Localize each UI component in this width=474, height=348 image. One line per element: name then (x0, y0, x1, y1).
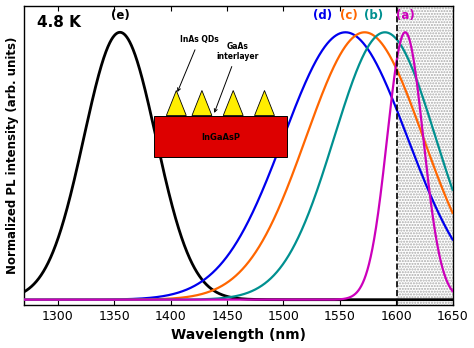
Text: 4.8 K: 4.8 K (37, 15, 81, 30)
Polygon shape (192, 90, 212, 116)
Text: (e): (e) (110, 9, 129, 22)
Text: GaAs
interlayer: GaAs interlayer (214, 42, 259, 112)
Polygon shape (255, 90, 274, 116)
Text: (a): (a) (396, 9, 415, 22)
Text: InAs QDs: InAs QDs (178, 35, 219, 91)
Polygon shape (166, 90, 186, 116)
Polygon shape (223, 90, 243, 116)
Y-axis label: Normalized PL intensity (arb. units): Normalized PL intensity (arb. units) (6, 37, 18, 274)
Text: InGaAsP: InGaAsP (201, 133, 240, 142)
Text: (d): (d) (313, 9, 332, 22)
Bar (397, 0, 464, 313)
Text: (c): (c) (340, 9, 358, 22)
X-axis label: Wavelength (nm): Wavelength (nm) (171, 329, 306, 342)
Bar (154, 116, 287, 157)
Text: (b): (b) (364, 9, 383, 22)
